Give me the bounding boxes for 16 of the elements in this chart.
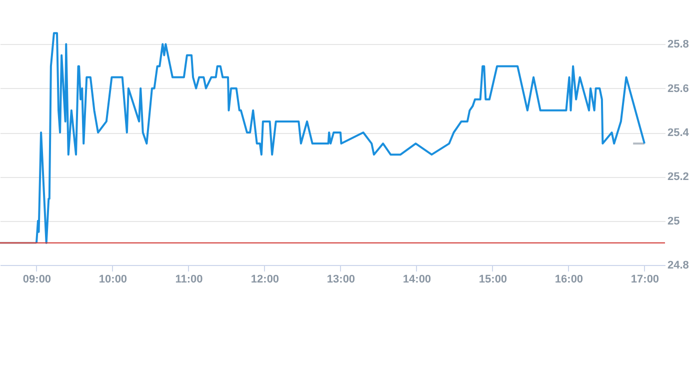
y-tick-label: 25.2 [668, 171, 689, 184]
x-tick-label: 09:00 [22, 274, 52, 286]
y-tick-label: 25 [668, 215, 680, 228]
x-tick-label: 17:00 [630, 274, 660, 286]
x-tick-label: 12:00 [250, 274, 280, 286]
x-tick-label: 15:00 [478, 274, 508, 286]
x-tick-label: 14:00 [402, 274, 432, 286]
y-tick-label: 25.4 [668, 127, 690, 139]
y-tick-label: 24.8 [668, 260, 689, 272]
y-tick-label: 25.6 [668, 82, 689, 95]
line-series [35, 32, 646, 244]
x-tick-label: 10:00 [98, 274, 128, 286]
x-tick-label: 16:00 [554, 274, 584, 286]
x-tick-label: 11:00 [175, 274, 203, 286]
y-tick-label: 25.8 [668, 38, 689, 51]
x-tick-label: 13:00 [326, 274, 356, 286]
